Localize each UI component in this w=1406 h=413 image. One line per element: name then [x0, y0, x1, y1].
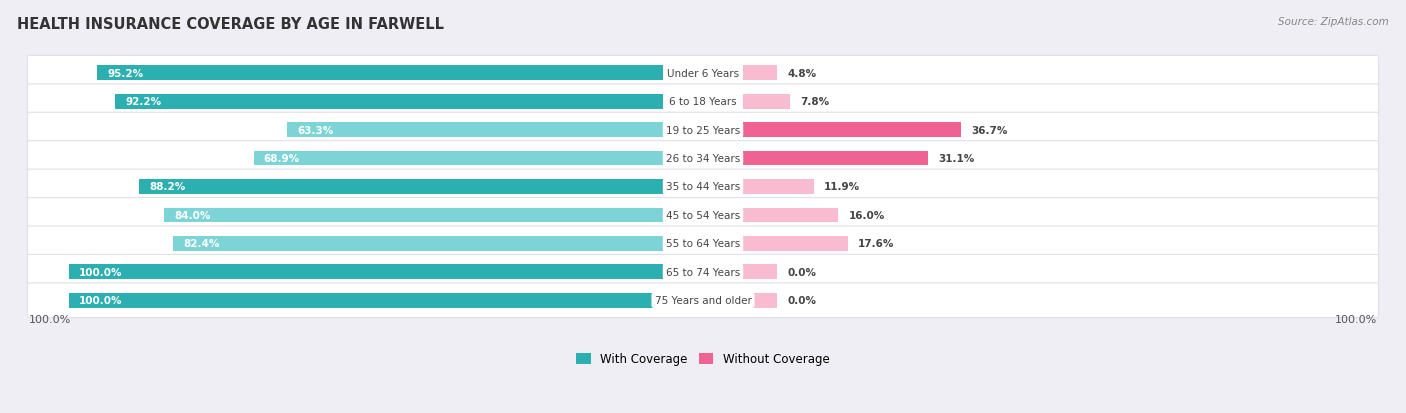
Bar [744, 293, 778, 308]
Bar [744, 236, 848, 251]
Text: 63.3%: 63.3% [297, 125, 333, 135]
Text: 19 to 25 Years: 19 to 25 Years [666, 125, 740, 135]
Text: 26 to 34 Years: 26 to 34 Years [666, 154, 740, 164]
Bar [744, 123, 962, 138]
Text: 45 to 54 Years: 45 to 54 Years [666, 210, 740, 221]
Text: 35 to 44 Years: 35 to 44 Years [666, 182, 740, 192]
FancyBboxPatch shape [28, 255, 1378, 290]
Bar [744, 208, 838, 223]
Text: 6 to 18 Years: 6 to 18 Years [669, 97, 737, 107]
Text: 55 to 64 Years: 55 to 64 Years [666, 239, 740, 249]
Text: 17.6%: 17.6% [858, 239, 894, 249]
Bar [69, 265, 662, 280]
Text: 0.0%: 0.0% [787, 296, 817, 306]
Bar [744, 151, 928, 166]
Bar [69, 293, 662, 308]
Text: 95.2%: 95.2% [108, 69, 143, 78]
FancyBboxPatch shape [28, 113, 1378, 147]
Bar [97, 66, 662, 81]
Bar [173, 236, 662, 251]
Text: 65 to 74 Years: 65 to 74 Years [666, 267, 740, 277]
Text: 4.8%: 4.8% [787, 69, 817, 78]
Bar [744, 66, 778, 81]
Legend: With Coverage, Without Coverage: With Coverage, Without Coverage [572, 348, 834, 370]
Text: 100.0%: 100.0% [28, 314, 70, 324]
Text: Under 6 Years: Under 6 Years [666, 69, 740, 78]
Bar [253, 151, 662, 166]
Text: 11.9%: 11.9% [824, 182, 860, 192]
Text: 36.7%: 36.7% [972, 125, 1008, 135]
FancyBboxPatch shape [28, 283, 1378, 318]
Text: 31.1%: 31.1% [938, 154, 974, 164]
Text: 75 Years and older: 75 Years and older [655, 296, 751, 306]
Text: 100.0%: 100.0% [79, 267, 122, 277]
FancyBboxPatch shape [28, 170, 1378, 204]
Text: 7.8%: 7.8% [800, 97, 830, 107]
Text: 84.0%: 84.0% [174, 210, 211, 221]
FancyBboxPatch shape [28, 141, 1378, 176]
Text: 92.2%: 92.2% [125, 97, 162, 107]
Bar [115, 95, 662, 109]
FancyBboxPatch shape [28, 226, 1378, 261]
Text: 88.2%: 88.2% [149, 182, 186, 192]
Text: 16.0%: 16.0% [849, 210, 884, 221]
Bar [165, 208, 662, 223]
Bar [744, 180, 814, 195]
FancyBboxPatch shape [28, 198, 1378, 233]
Bar [139, 180, 662, 195]
Bar [744, 95, 790, 109]
Text: 100.0%: 100.0% [1336, 314, 1378, 324]
Text: 0.0%: 0.0% [787, 267, 817, 277]
Text: 100.0%: 100.0% [79, 296, 122, 306]
Text: Source: ZipAtlas.com: Source: ZipAtlas.com [1278, 17, 1389, 26]
Bar [287, 123, 662, 138]
FancyBboxPatch shape [28, 56, 1378, 91]
Text: HEALTH INSURANCE COVERAGE BY AGE IN FARWELL: HEALTH INSURANCE COVERAGE BY AGE IN FARW… [17, 17, 444, 31]
Text: 82.4%: 82.4% [184, 239, 219, 249]
Bar [744, 265, 778, 280]
FancyBboxPatch shape [28, 85, 1378, 119]
Text: 68.9%: 68.9% [264, 154, 299, 164]
